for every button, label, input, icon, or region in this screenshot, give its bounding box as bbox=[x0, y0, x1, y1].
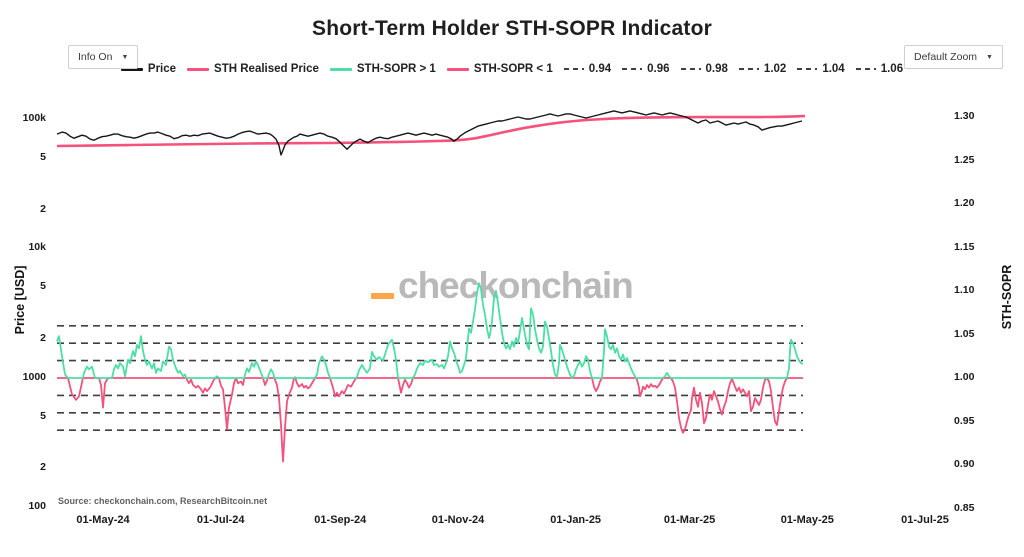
y-tick-label-right: 1.30 bbox=[954, 110, 975, 122]
info-dropdown[interactable]: Info On ▼ bbox=[68, 45, 139, 69]
legend-item-label: 0.94 bbox=[588, 63, 612, 75]
y-tick-label-right: 0.95 bbox=[954, 414, 975, 427]
legend-line-swatch bbox=[446, 67, 469, 71]
y-tick-label-right: 1.00 bbox=[954, 371, 975, 383]
x-tick-label: 01-May-25 bbox=[780, 514, 834, 526]
legend-dash-swatch bbox=[855, 67, 876, 71]
y-tick-label-right: 1.25 bbox=[954, 153, 975, 166]
y-tick-label-left: 2 bbox=[40, 332, 46, 344]
legend-item-sth-realised-price[interactable]: STH Realised Price bbox=[187, 63, 319, 75]
legend-item-label: 0.96 bbox=[647, 63, 670, 75]
y-tick-label-right: 0.90 bbox=[954, 458, 975, 470]
legend-line-swatch bbox=[187, 67, 210, 71]
legend-item-0.98[interactable]: 0.98 bbox=[680, 63, 728, 75]
legend-item-label: 1.04 bbox=[822, 63, 845, 75]
zoom-dropdown-label: Default Zoom bbox=[914, 51, 978, 63]
legend-item-1.06[interactable]: 1.06 bbox=[855, 63, 904, 75]
y-tick-label-left: 5 bbox=[40, 151, 46, 163]
legend-item-label: Price bbox=[147, 63, 177, 75]
x-tick-label: 01-Jul-25 bbox=[901, 514, 949, 526]
y-tick-label-right: 1.15 bbox=[954, 240, 975, 253]
x-tick-label: 01-Sep-24 bbox=[314, 514, 367, 526]
legend-dash-swatch bbox=[797, 67, 818, 71]
watermark-underscore bbox=[371, 293, 394, 299]
legend: Price STH Realised Price STH-SOPR > 1 STH-S… bbox=[0, 63, 1024, 75]
y-tick-label-left: 2 bbox=[40, 461, 46, 473]
legend-dash-swatch bbox=[738, 67, 759, 71]
legend-item-label: 0.98 bbox=[705, 63, 728, 75]
chevron-down-icon: ▼ bbox=[986, 53, 993, 61]
page-title: Short-Term Holder STH-SOPR Indicator bbox=[311, 17, 712, 40]
legend-item-1.02[interactable]: 1.02 bbox=[738, 63, 787, 75]
legend-item-0.96[interactable]: 0.96 bbox=[622, 63, 670, 75]
y-tick-label-left: 5 bbox=[40, 410, 46, 422]
watermark-text: checkonchain bbox=[398, 265, 634, 306]
y-tick-label-left: 100k bbox=[22, 112, 46, 124]
y-tick-label-right: 1.20 bbox=[954, 197, 975, 209]
legend-item-0.94[interactable]: 0.94 bbox=[563, 63, 612, 75]
y-tick-label-left: 5 bbox=[40, 280, 46, 292]
legend-item-sth-sopr-1[interactable]: STH-SOPR > 1 bbox=[329, 63, 436, 75]
legend-item-sth-sopr-1[interactable]: STH-SOPR < 1 bbox=[446, 63, 553, 75]
legend-line-swatch bbox=[120, 67, 143, 71]
legend-dash-swatch bbox=[680, 67, 701, 71]
legend-item-label: 1.06 bbox=[880, 63, 904, 75]
legend-dash-swatch bbox=[622, 67, 643, 71]
sopr-above-1-line bbox=[56, 282, 804, 379]
watermark: checkonchain bbox=[371, 265, 634, 306]
zoom-dropdown[interactable]: Default Zoom ▼ bbox=[904, 45, 1003, 69]
legend-item-label: STH Realised Price bbox=[214, 63, 319, 75]
legend-item-1.04[interactable]: 1.04 bbox=[797, 63, 845, 75]
x-tick-label: 01-Nov-24 bbox=[431, 514, 485, 526]
sopr-below-1-line bbox=[57, 377, 803, 463]
x-tick-label: 01-May-24 bbox=[76, 514, 130, 526]
legend-line-swatch bbox=[329, 67, 352, 71]
y-tick-label-left: 2 bbox=[40, 203, 46, 215]
y-tick-label-left: 1000 bbox=[22, 371, 46, 383]
y-tick-label-left: 10k bbox=[28, 241, 46, 253]
legend-item-label: STH-SOPR < 1 bbox=[473, 63, 553, 75]
sth-realised-price-line bbox=[56, 114, 806, 148]
y-tick-label-right: 0.85 bbox=[954, 501, 975, 514]
legend-item-label: 1.02 bbox=[763, 63, 787, 75]
info-dropdown-label: Info On bbox=[78, 51, 113, 63]
chevron-down-icon: ▼ bbox=[121, 53, 129, 61]
x-tick-label: 01-Jan-25 bbox=[550, 514, 602, 526]
y-tick-label-right: 1.10 bbox=[954, 284, 975, 296]
price-line bbox=[56, 110, 803, 156]
legend-item-label: STH-SOPR > 1 bbox=[356, 63, 436, 75]
y-tick-label-left: 100 bbox=[28, 500, 46, 512]
y-tick-label-right: 1.05 bbox=[954, 327, 975, 340]
x-tick-label: 01-Jul-24 bbox=[196, 514, 245, 526]
source-note: Source: checkonchain.com, ResearchBitcoi… bbox=[58, 496, 268, 506]
legend-dash-swatch bbox=[563, 67, 584, 71]
x-tick-label: 01-Mar-25 bbox=[663, 514, 716, 526]
legend-item-price[interactable]: Price bbox=[120, 63, 177, 75]
